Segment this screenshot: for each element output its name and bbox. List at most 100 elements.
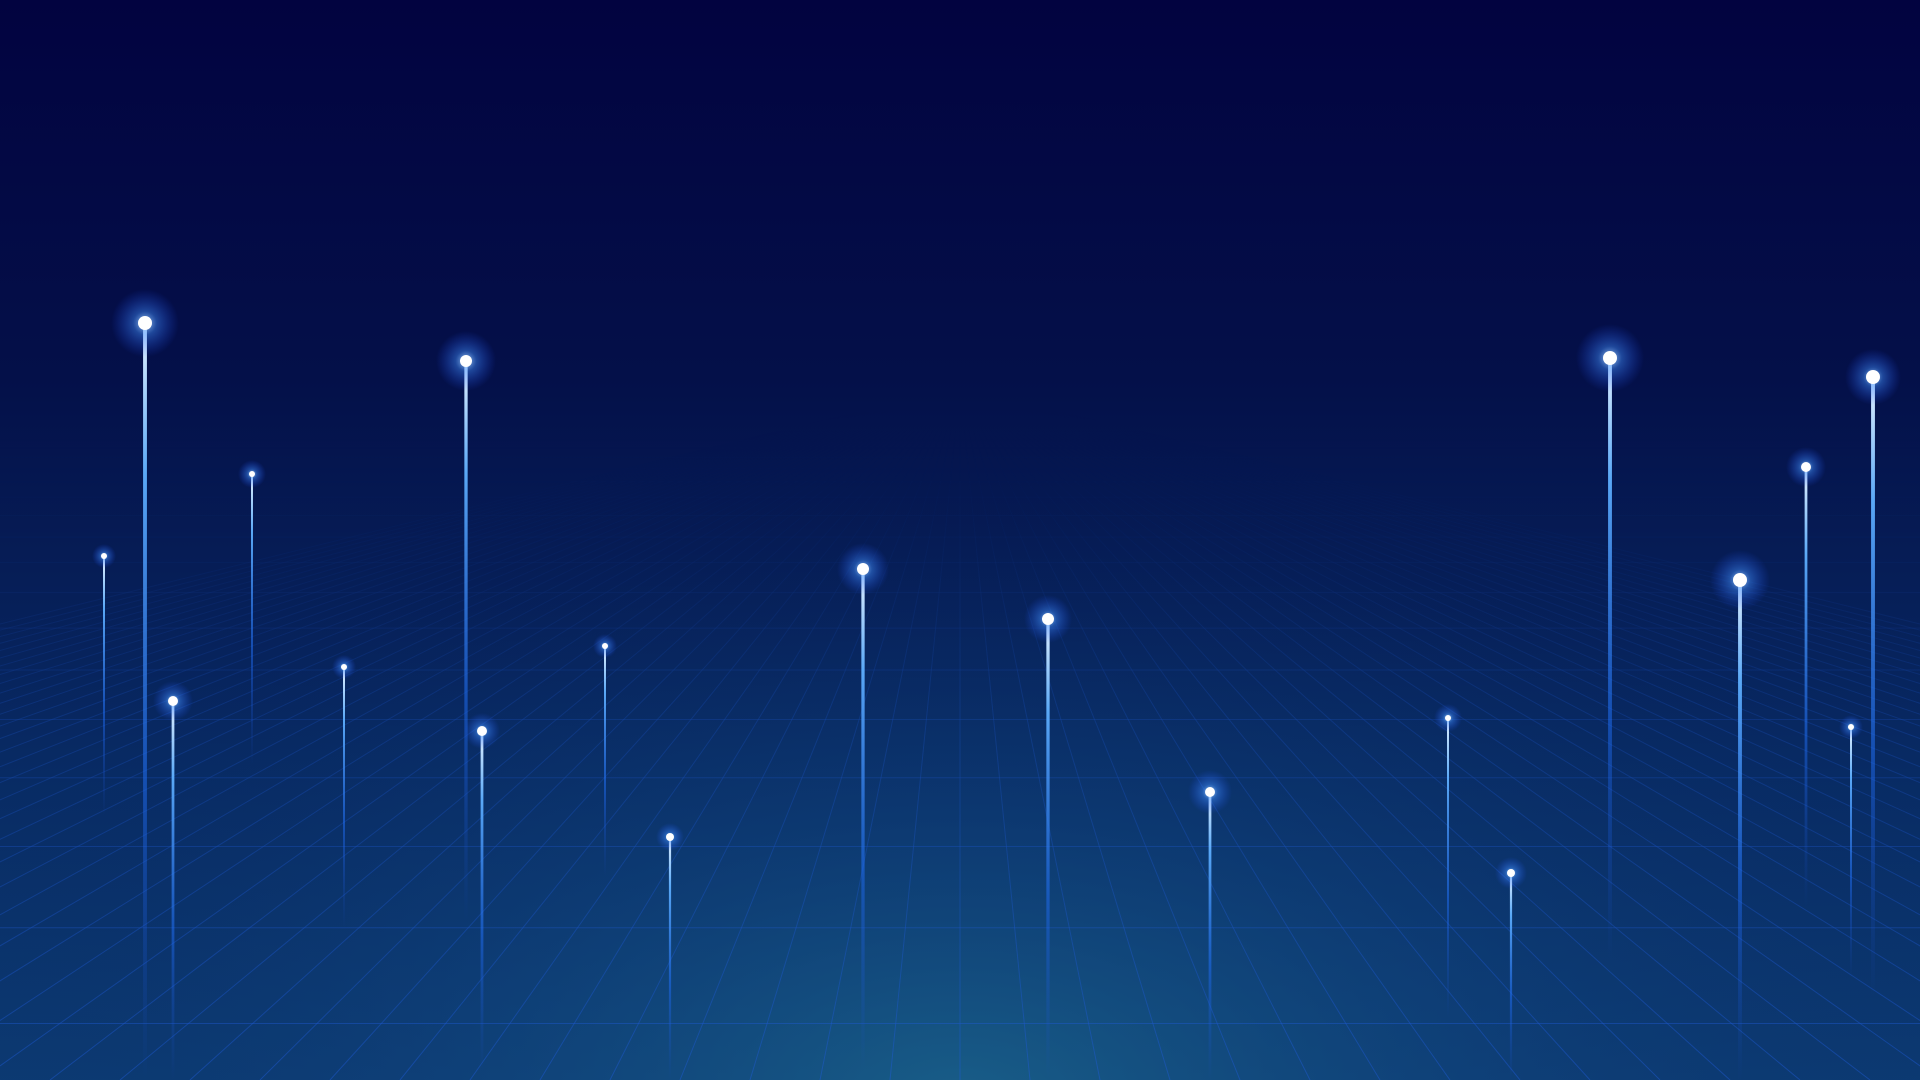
beam-dot: [1733, 573, 1747, 587]
grid-line: [0, 399, 905, 625]
grid-line: [1014, 399, 1920, 631]
grid-line: [539, 399, 953, 1080]
light-beam: [1576, 324, 1644, 958]
beam-trail: [604, 646, 606, 876]
light-beam: [464, 713, 500, 1071]
grid-line: [969, 399, 1451, 1080]
grid-line: [889, 399, 960, 1080]
beam-trail: [1447, 718, 1449, 1018]
beam-trail: [343, 667, 345, 927]
beam-dot: [1801, 462, 1811, 472]
beam-trail: [1850, 727, 1852, 977]
beam-trail: [480, 731, 484, 1071]
grid-line: [1013, 399, 1920, 638]
light-beam: [1845, 349, 1901, 997]
beam-trail: [1871, 377, 1875, 997]
grid-line: [976, 399, 1801, 1080]
grid-line: [0, 399, 930, 820]
grid-line: [970, 399, 1521, 1080]
grid-line: [0, 399, 937, 947]
light-beam: [656, 823, 684, 1080]
grid-line: [1008, 399, 1920, 659]
light-beam: [238, 460, 266, 764]
grid-line: [0, 399, 928, 801]
grid-line: [0, 399, 923, 740]
beam-dot: [477, 726, 487, 736]
grid-line: [1001, 399, 1920, 704]
beam-trail: [1208, 792, 1212, 1080]
grid-line: [0, 399, 917, 694]
grid-line: [0, 399, 907, 638]
grid-line: [0, 399, 910, 651]
beam-trail: [1509, 873, 1513, 1080]
grid-line: [0, 399, 924, 753]
grid-line: [0, 399, 934, 888]
light-beam: [593, 634, 617, 876]
light-beam: [1495, 857, 1527, 1080]
beam-dot: [101, 553, 107, 559]
beam-dot: [138, 316, 152, 330]
grid-line: [0, 399, 931, 840]
grid-line: [992, 399, 1920, 801]
beam-trail: [861, 569, 865, 1069]
beam-trail: [103, 556, 105, 816]
grid-line: [259, 399, 947, 1080]
grid-line: [965, 399, 1241, 1080]
beam-trail: [464, 361, 468, 921]
grid-line: [967, 399, 1381, 1080]
beam-dot: [1445, 715, 1451, 721]
grid-line: [1011, 399, 1920, 644]
beam-trail: [1608, 358, 1612, 958]
grid-line: [1003, 399, 1920, 694]
grid-line: [980, 399, 1920, 1022]
grid-line: [975, 399, 1731, 1080]
grid-line: [119, 399, 944, 1080]
grid-line: [189, 399, 945, 1080]
grid-line: [679, 399, 955, 1080]
beam-dot: [1042, 613, 1054, 625]
grid-line: [609, 399, 954, 1080]
grid-line: [996, 399, 1920, 753]
beam-dot: [602, 643, 608, 649]
beam-trail: [1738, 580, 1742, 1080]
light-beam: [436, 331, 496, 921]
grid-line: [0, 399, 941, 1067]
beam-dot: [341, 664, 347, 670]
beam-trail: [171, 701, 175, 1080]
grid-line: [982, 399, 1920, 982]
grid-line: [966, 399, 1311, 1080]
beam-trail: [251, 474, 253, 764]
grid-line: [979, 399, 1920, 1067]
grid-line: [0, 399, 916, 685]
grid-line: [990, 399, 1920, 820]
grid-line: [960, 399, 1031, 1080]
light-beam: [92, 544, 116, 816]
grid-line: [999, 399, 1920, 727]
grid-line: [994, 399, 1920, 768]
grid-line: [989, 399, 1920, 840]
grid-line: [0, 399, 921, 727]
light-beam: [1024, 595, 1072, 1080]
grid-line: [983, 399, 1920, 947]
grid-line: [329, 399, 948, 1080]
beam-dot: [1603, 351, 1617, 365]
grid-line: [1004, 399, 1920, 685]
grid-line: [993, 399, 1920, 784]
light-beam: [837, 543, 889, 1069]
grid-line: [0, 399, 912, 659]
grid-line: [0, 399, 914, 676]
beam-dot: [1866, 370, 1880, 384]
beam-dot: [249, 471, 255, 477]
light-beams: [92, 289, 1901, 1080]
grid-line: [1010, 399, 1920, 651]
beam-dot: [168, 696, 178, 706]
grid-line: [0, 399, 938, 982]
grid-line: [987, 399, 1920, 863]
grid-line: [0, 399, 920, 715]
light-beam: [1710, 550, 1770, 1080]
beam-trail: [668, 837, 672, 1080]
light-beam: [1434, 704, 1462, 1018]
grid-line: [972, 399, 1591, 1080]
